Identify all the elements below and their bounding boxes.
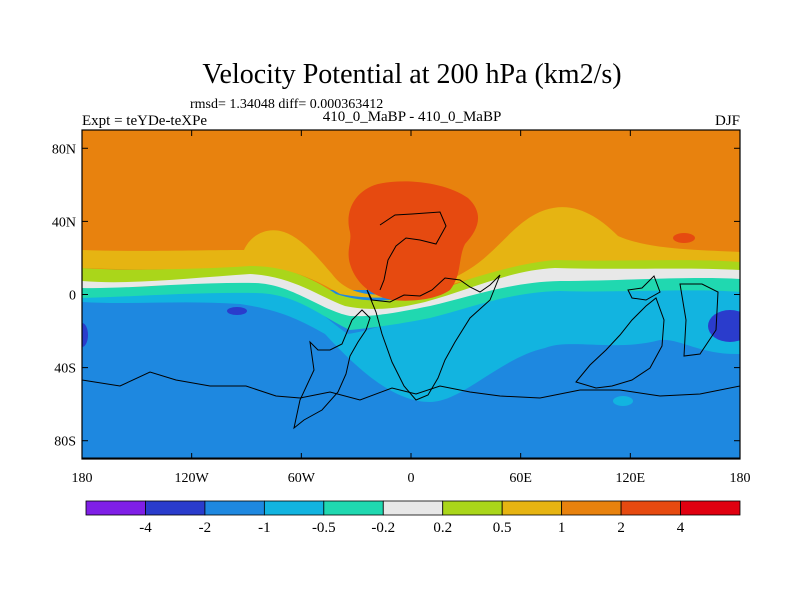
field-yellow-band [82, 207, 740, 298]
colorbar-label: -1 [258, 520, 271, 536]
x-tick-label: 180 [72, 471, 93, 486]
y-tick-label: 80N [52, 142, 76, 157]
y-tick-label: 40S [54, 362, 76, 377]
colorbar-label: -0.5 [312, 520, 336, 536]
field-lime-band [82, 256, 740, 309]
field-cyan-band [82, 284, 740, 402]
field-dark-blue-small [227, 307, 247, 315]
colorbar-swatch [620, 500, 681, 516]
colorbar-label: 2 [617, 520, 625, 536]
x-tick-label: 180 [730, 471, 751, 486]
colorbar-label: -4 [139, 520, 152, 536]
field-dark-blue-west [82, 323, 88, 347]
center-label: 410_0_MaBP - 410_0_MaBP [323, 109, 502, 125]
colorbar-label: -0.2 [371, 520, 395, 536]
y-tick-label: 40N [52, 215, 76, 230]
colorbar-swatch [85, 500, 146, 516]
field-white-band [82, 266, 740, 317]
contour-fields [82, 130, 740, 459]
field-small-red [673, 233, 695, 243]
left-label: Expt = teYDe-teXPe [82, 113, 207, 129]
y-tick-label: 0 [69, 289, 76, 304]
coastline-africa [366, 274, 501, 401]
colorbar-label: 0.2 [433, 520, 452, 536]
x-tick-label: 120W [175, 471, 210, 486]
colorbar: -4 -2 -1 -0.5 -0.2 0.2 0.5 1 2 4 [85, 500, 741, 536]
colorbar-label: 1 [558, 520, 566, 536]
coastline-maritime [627, 275, 719, 357]
field-teal-band [82, 276, 740, 330]
colorbar-label: -2 [199, 520, 212, 536]
x-tick-label: 60E [509, 471, 532, 486]
coastline-antarctica [82, 371, 740, 459]
colorbar-swatch [204, 500, 265, 516]
right-label: DJF [715, 113, 740, 129]
field-dark-blue-east [708, 310, 740, 342]
chart-subtitle: rmsd= 1.34048 diff= 0.000363412 [190, 97, 383, 112]
coastline-europe [379, 211, 447, 291]
colorbar-swatch [263, 500, 325, 516]
coastline-australia [575, 297, 665, 389]
colorbar-label: 0.5 [493, 520, 512, 536]
colorbar-swatch [561, 500, 622, 516]
x-tick-label: 120E [616, 471, 646, 486]
colorbar-swatch [145, 500, 206, 516]
colorbar-swatch [442, 500, 503, 516]
field-max-red [348, 181, 479, 301]
y-tick-label: 80S [54, 435, 76, 450]
x-tick-label: 0 [408, 471, 415, 486]
axis-ticks: 180 120W 60W 0 60E 120E 180 80N 40N 0 40S 80S [52, 130, 751, 486]
field-cyan-patch [613, 396, 633, 406]
x-tick-label: 60W [288, 471, 316, 486]
colorbar-swatch [501, 500, 563, 516]
colorbar-label: 4 [677, 520, 685, 536]
colorbar-swatch [680, 500, 741, 516]
colorbar-swatch [323, 500, 384, 516]
chart-title: Velocity Potential at 200 hPa (km2/s) [202, 59, 621, 90]
coastline-south-america [293, 309, 371, 430]
colorbar-swatch [382, 500, 444, 516]
